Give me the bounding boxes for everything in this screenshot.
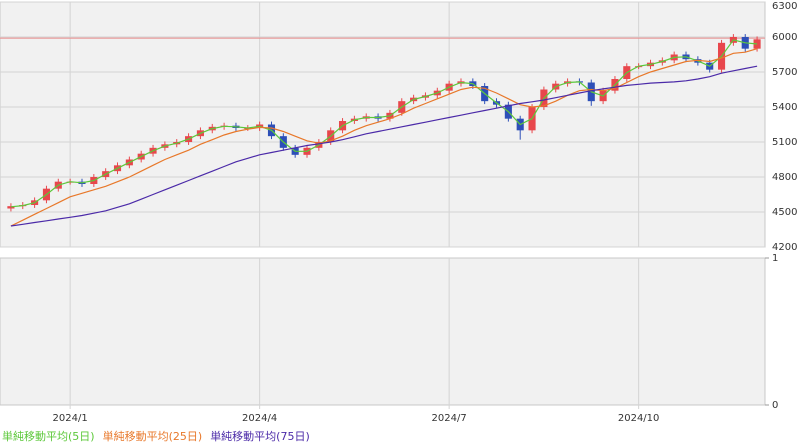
x-tick-label: 2024/1 [53, 413, 88, 424]
candle-body [7, 206, 15, 209]
sub-panel [0, 257, 766, 406]
y-tick-label: 1 [772, 253, 778, 264]
y-tick-label: 4200 [772, 242, 797, 253]
moving-average-line [10, 39, 758, 208]
y-tick-label: 5400 [772, 102, 797, 113]
legend: 単純移動平均(5日) 単純移動平均(25日) 単純移動平均(75日) [2, 429, 310, 443]
moving-average-line [10, 48, 758, 227]
x-tick-label: 2024/7 [432, 413, 467, 424]
y-tick-label: 0 [772, 400, 778, 411]
price-panel [0, 1, 766, 248]
moving-average-line [10, 65, 758, 227]
y-tick-label: 5700 [772, 67, 797, 78]
y-tick-label: 6000 [772, 32, 797, 43]
legend-label: 単純移動平均(5日) [2, 429, 95, 443]
legend-label: 単純移動平均(25日) [103, 429, 203, 443]
y-tick-label: 6300 [772, 1, 797, 12]
y-tick-label: 5100 [772, 137, 797, 148]
y-tick-label: 4500 [772, 207, 797, 218]
x-tick-label: 2024/10 [618, 413, 660, 424]
x-tick-label: 2024/4 [242, 413, 277, 424]
legend-label: 単純移動平均(75日) [210, 429, 310, 443]
y-tick-label: 4800 [772, 172, 797, 183]
